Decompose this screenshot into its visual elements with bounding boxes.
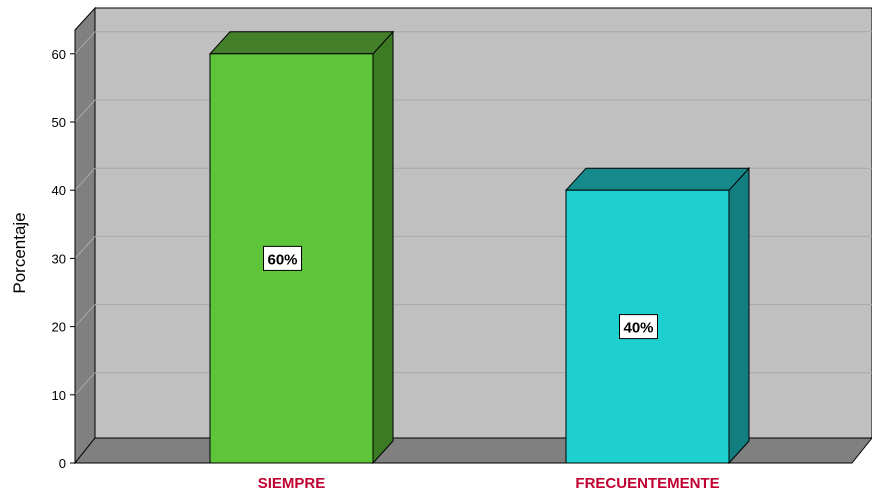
data-label-box bbox=[619, 314, 658, 340]
bar-siempre: 60% bbox=[208, 30, 395, 465]
chart-floor bbox=[73, 437, 872, 464]
y-tick-label: 30 bbox=[52, 251, 66, 266]
gridline-side bbox=[74, 304, 96, 327]
y-tick-label: 40 bbox=[52, 183, 66, 198]
gridline-side bbox=[74, 236, 96, 259]
gridline-side bbox=[74, 99, 96, 123]
bar-side-face bbox=[372, 30, 394, 465]
y-tick-label: 60 bbox=[52, 47, 66, 62]
chart-left-wall bbox=[74, 6, 96, 465]
data-label-text: 60% bbox=[267, 251, 297, 268]
y-tick-label: 10 bbox=[52, 388, 66, 403]
y-tick-label: 50 bbox=[52, 115, 66, 130]
data-label: 60% bbox=[263, 245, 302, 271]
data-label-text: 40% bbox=[623, 320, 653, 337]
gridline-side bbox=[74, 31, 96, 55]
bar-side-face bbox=[728, 166, 750, 465]
bar-top-face bbox=[208, 31, 395, 55]
y-axis-ticks: 0 10 20 30 40 50 60 bbox=[52, 47, 76, 471]
bars: 60% SIEMPRE 40% FRECUENTEMENTE bbox=[208, 30, 751, 492]
y-tick-label: 20 bbox=[52, 320, 66, 335]
gridline-side bbox=[74, 167, 96, 191]
bar-top-face bbox=[564, 167, 751, 191]
x-category-label: FRECUENTEMENTE bbox=[575, 475, 719, 492]
y-tick-label: 0 bbox=[59, 456, 66, 471]
bar-frecuentemente: 40% bbox=[564, 166, 751, 465]
data-label: 40% bbox=[619, 314, 658, 340]
data-label-box bbox=[263, 245, 302, 271]
gridline-side bbox=[74, 372, 96, 396]
y-axis-label: Porcentaje bbox=[10, 212, 29, 293]
x-category-label: SIEMPRE bbox=[258, 475, 326, 492]
